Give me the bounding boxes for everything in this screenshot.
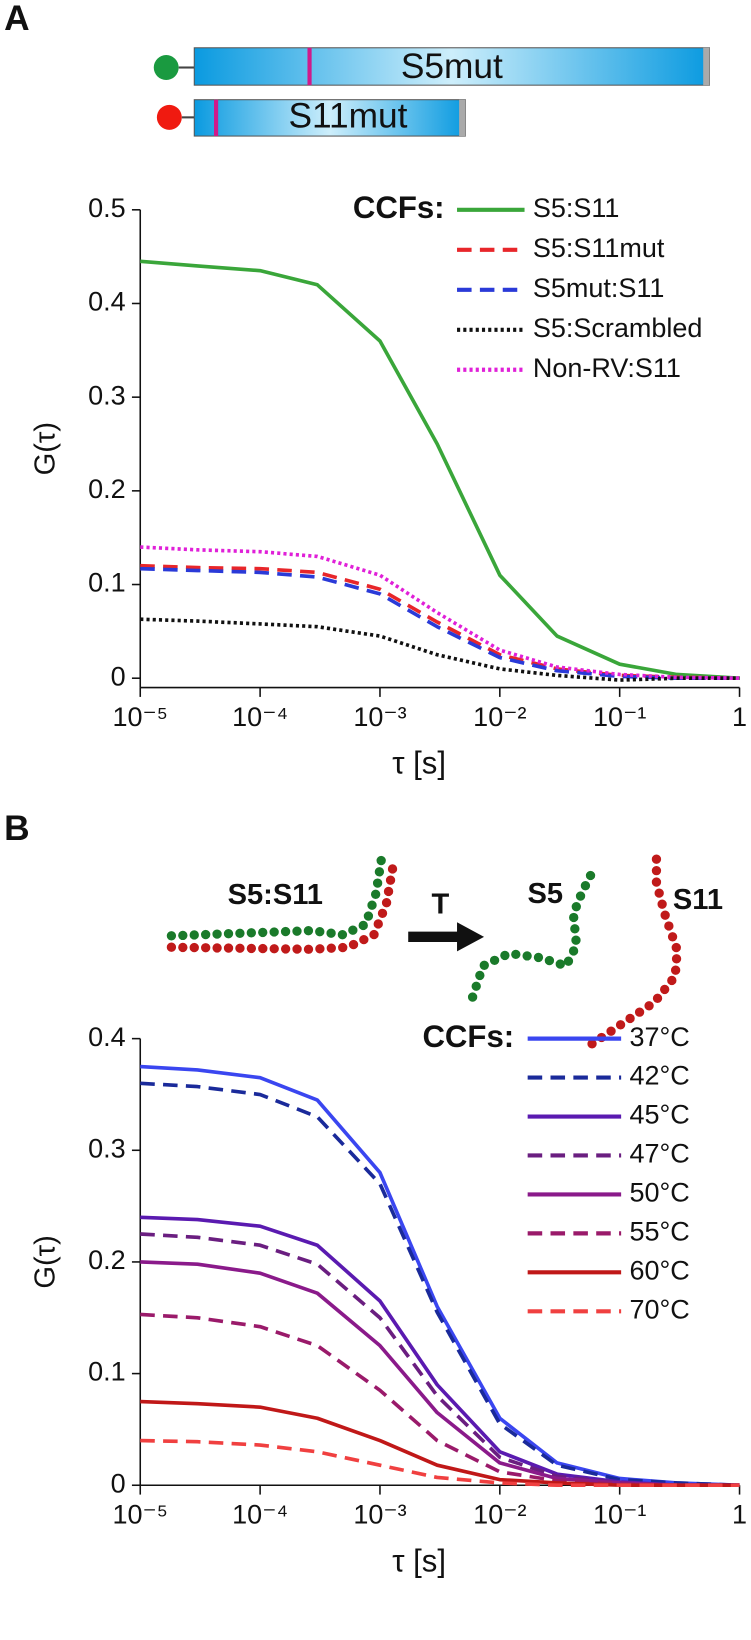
panel-label: B: [4, 809, 30, 848]
y-tick-label: 0.3: [88, 1133, 126, 1163]
strand-label: S5:S11: [228, 879, 323, 911]
legend-label: 45°C: [629, 1100, 689, 1130]
x-tick-label: 1: [732, 1500, 747, 1530]
construct-diagram: [153, 47, 710, 137]
series-line: [140, 617, 740, 682]
y-tick-label: 0: [111, 661, 126, 691]
series-line: [140, 563, 740, 681]
legend-label: S5:Scrambled: [533, 313, 703, 343]
legend-label: S5:S11: [533, 193, 620, 223]
x-tick-label: 10⁻⁴: [232, 1500, 288, 1530]
y-tick-label: 0.3: [88, 380, 126, 410]
x-tick-label: 10⁻²: [473, 702, 526, 732]
legend-label: 70°C: [629, 1294, 689, 1324]
y-tick-label: 0.5: [88, 193, 126, 223]
y-tick-label: 0.1: [88, 1357, 126, 1387]
legend-title: CCFs:: [353, 190, 445, 225]
series-line: [140, 259, 740, 681]
x-tick-label: 10⁻²: [473, 1500, 526, 1530]
x-tick-label: 10⁻⁴: [232, 702, 288, 732]
series-line: [140, 566, 740, 681]
series-line: [140, 1438, 740, 1488]
x-tick-label: 10⁻⁵: [113, 1500, 168, 1530]
legend-label: 50°C: [629, 1178, 689, 1208]
legend-label: 47°C: [629, 1139, 689, 1169]
x-tick-label: 10⁻¹: [593, 702, 646, 732]
series-line: [140, 545, 740, 681]
legend-label: 60°C: [629, 1255, 689, 1285]
y-tick-label: 0.2: [88, 474, 126, 504]
y-tick-label: 0.4: [88, 1022, 126, 1052]
y-tick-label: 0: [111, 1468, 126, 1498]
legend-label: S5:S11mut: [533, 233, 665, 263]
legend-label: 55°C: [629, 1217, 689, 1247]
strand-label: S5: [528, 878, 564, 910]
legend-label: S5mut:S11: [533, 273, 665, 303]
x-tick-label: 10⁻¹: [593, 1500, 646, 1530]
series-line: [140, 1232, 740, 1488]
x-axis-label: τ [s]: [392, 1543, 446, 1578]
x-tick-label: 1: [732, 702, 747, 732]
y-tick-label: 0.2: [88, 1245, 126, 1275]
x-tick-label: 10⁻³: [353, 1500, 406, 1530]
panel-label: A: [4, 0, 30, 38]
x-tick-label: 10⁻³: [353, 702, 406, 732]
legend-label: 37°C: [629, 1022, 689, 1052]
construct-label: S5mut: [401, 47, 503, 86]
arrow-label: T: [432, 888, 450, 920]
legend-label: Non-RV:S11: [533, 353, 681, 383]
strand-diagram: [166, 849, 682, 1049]
series-line: [140, 1312, 740, 1488]
y-tick-label: 0.4: [88, 287, 126, 317]
legend-label: 42°C: [629, 1061, 689, 1091]
y-axis-label: G(τ): [29, 422, 61, 475]
legend-title: CCFs:: [422, 1019, 514, 1054]
x-axis-label: τ [s]: [392, 746, 446, 781]
x-tick-label: 10⁻⁵: [113, 702, 168, 732]
strand-label: S11: [673, 884, 723, 916]
y-tick-label: 0.1: [88, 568, 126, 598]
construct-label: S11mut: [288, 97, 407, 136]
series-line: [140, 1081, 740, 1488]
y-axis-label: G(τ): [29, 1235, 61, 1288]
series-line: [140, 1399, 740, 1488]
